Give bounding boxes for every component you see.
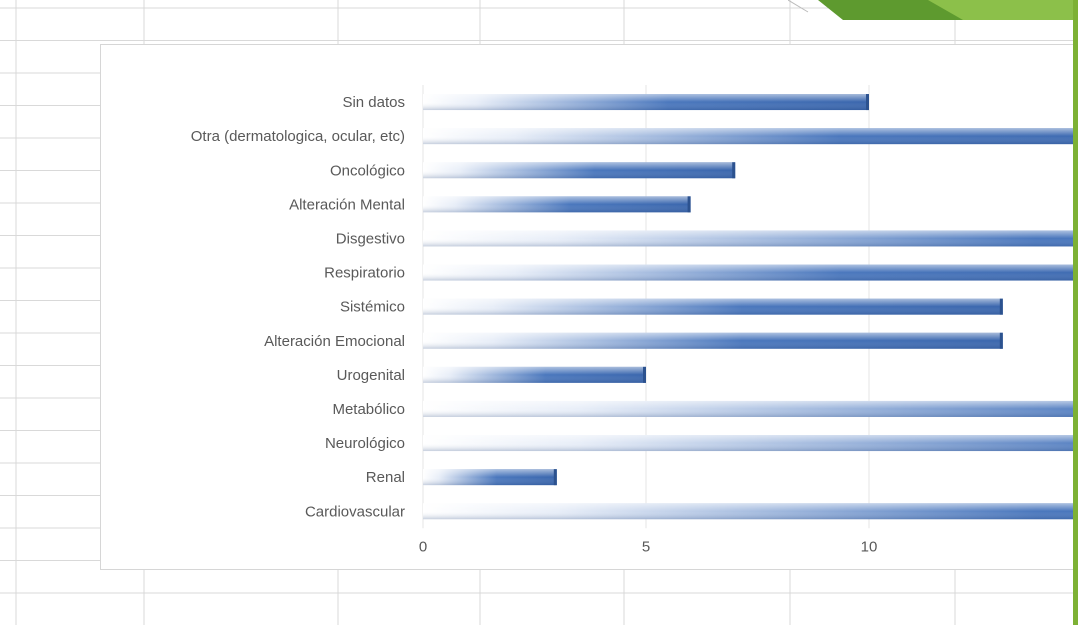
bar-shading <box>423 332 1003 349</box>
bar-end-cap <box>999 332 1003 349</box>
bar-end-cap <box>732 162 736 179</box>
bar-shading <box>423 469 557 486</box>
bar-shading <box>423 400 1078 417</box>
category-label: Alteración Emocional <box>264 333 405 350</box>
bar-shading <box>423 264 1078 281</box>
bar-end-cap <box>866 94 869 111</box>
chart-area: Sin datos Otra (dermatologica, ocular, et… <box>100 44 1078 570</box>
bar-end-cap <box>687 196 691 213</box>
bar-end-cap <box>999 298 1003 315</box>
category-label: Neurológico <box>325 435 405 452</box>
category-label: Sin datos <box>342 94 405 111</box>
category-label: Respiratorio <box>324 265 405 282</box>
bar-shading <box>423 196 691 213</box>
bar-shading <box>423 162 736 179</box>
bar-shading <box>423 503 1078 520</box>
accent-bar <box>1073 0 1078 625</box>
category-label: Urogenital <box>337 367 405 384</box>
x-tick-label: 5 <box>642 538 650 555</box>
category-label: Alteración Mental <box>289 196 405 213</box>
category-label: Oncológico <box>330 162 405 179</box>
bar-end-cap <box>643 366 646 383</box>
category-label: Disgestivo <box>336 230 405 247</box>
category-label: Metabólico <box>332 401 405 418</box>
bar-shading <box>423 128 1078 145</box>
bar-end-cap <box>553 469 557 486</box>
category-label: Sistémico <box>340 299 405 316</box>
bar-shading <box>423 435 1078 452</box>
x-tick-label: 0 <box>419 538 427 555</box>
category-label: Otra (dermatologica, ocular, etc) <box>191 128 405 145</box>
bar-chart: Sin datos Otra (dermatologica, ocular, et… <box>191 85 1078 555</box>
x-tick-label: 10 <box>861 538 878 555</box>
slide-corner-decoration <box>788 0 1078 20</box>
category-label: Renal <box>366 469 405 486</box>
bar-shading <box>423 366 646 383</box>
category-label: Cardiovascular <box>305 503 405 520</box>
bar-shading <box>423 298 1003 315</box>
bar-shading <box>423 230 1078 247</box>
bar-shading <box>423 94 869 111</box>
